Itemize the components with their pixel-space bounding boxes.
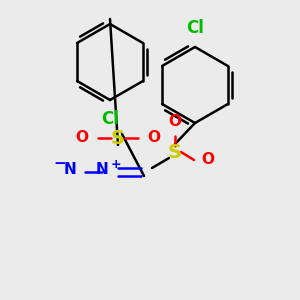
Text: S: S [168,142,182,161]
Text: O: O [148,130,160,146]
Text: Cl: Cl [186,19,204,37]
Text: −: − [54,157,66,172]
Text: N: N [95,163,108,178]
Text: +: + [111,158,121,170]
Text: N: N [63,163,76,178]
Text: O: O [169,115,182,130]
Text: Cl: Cl [101,110,119,128]
Text: O: O [76,130,88,146]
Text: S: S [111,128,125,148]
Text: O: O [202,152,214,167]
